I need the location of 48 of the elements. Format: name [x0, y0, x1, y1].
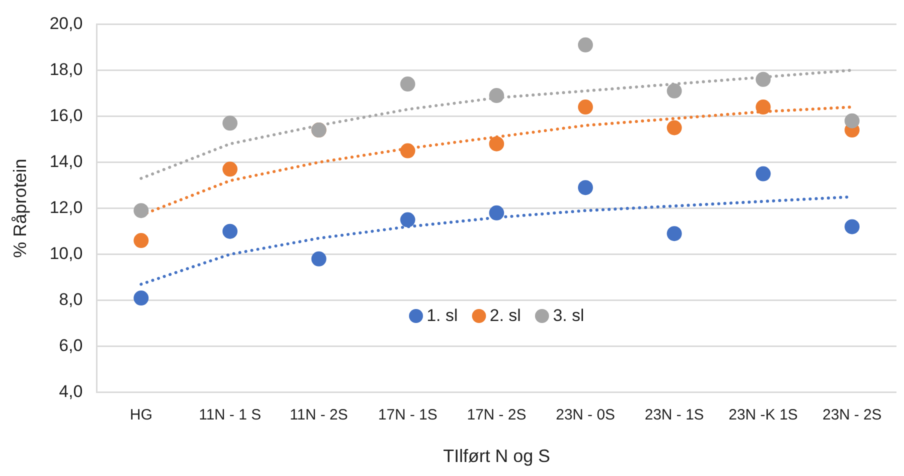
line-series [140, 68, 854, 180]
y-axis-title: % Råprotein [10, 158, 30, 258]
point [844, 219, 860, 234]
x-tick-label: 17N - 2S [466, 406, 526, 424]
point [222, 116, 238, 131]
legend-label: 1. sl [426, 306, 458, 326]
y-tick-label: 18,0 [50, 60, 83, 79]
legend-label: 2. sl [490, 306, 521, 326]
legend-label: 3. sl [552, 306, 584, 326]
point [400, 143, 416, 158]
point [666, 226, 682, 242]
x-tick-label: 23N - 0S [556, 406, 616, 424]
point [400, 76, 416, 92]
x-tick-label: 11N - 2S [290, 406, 348, 424]
point [666, 120, 682, 136]
point [489, 136, 504, 152]
y-tick-label: 12,0 [50, 198, 83, 217]
point [489, 205, 504, 220]
point [756, 72, 771, 87]
point [666, 83, 682, 98]
point [489, 88, 504, 104]
y-tick-label: 10,0 [50, 244, 83, 264]
x-tick-label: 23N -K 1S [728, 406, 798, 424]
point [578, 100, 593, 115]
y-tick-label: 14,0 [50, 152, 83, 171]
y-tick-label: 8,0 [59, 290, 83, 310]
point [222, 162, 238, 177]
point [844, 113, 860, 128]
y-tick-label: 20,0 [50, 14, 83, 33]
x-axis-title: TIlført N og S [443, 446, 550, 466]
point [134, 233, 149, 248]
x-tick-label: HG [130, 406, 152, 424]
point [222, 224, 238, 239]
y-tick-label: 6,0 [59, 336, 83, 356]
point [756, 100, 771, 115]
x-tick-label: 17N - 1S [378, 406, 438, 424]
point [756, 166, 771, 182]
point [134, 203, 149, 218]
point [311, 251, 326, 266]
point [134, 290, 149, 306]
x-tick-label: 23N - 2S [822, 406, 882, 424]
x-tick-label: 11N - 1 S [198, 406, 262, 424]
point [578, 180, 593, 196]
point [400, 212, 416, 228]
x-tick-label: 23N - 1S [644, 406, 704, 424]
y-tick-label: 4,0 [59, 382, 83, 402]
point [578, 37, 593, 52]
y-tick-label: 16,0 [50, 106, 83, 125]
